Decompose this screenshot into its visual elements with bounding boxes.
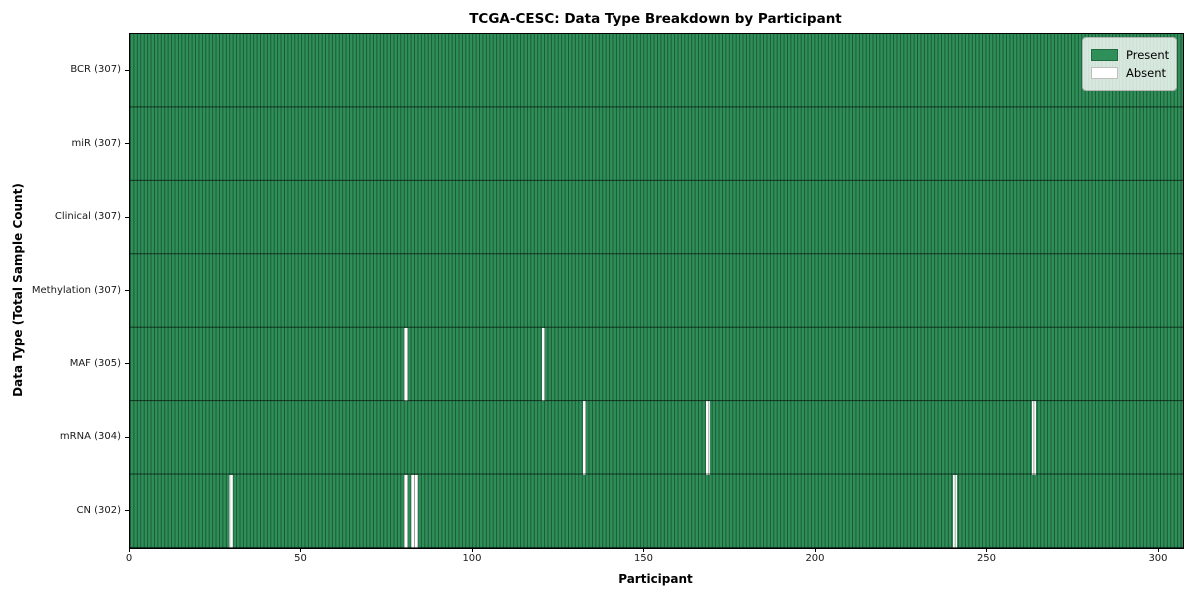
legend-item-absent: Absent [1091, 65, 1168, 81]
legend-label-present: Present [1126, 48, 1170, 62]
y-tick-mark [125, 436, 129, 438]
x-tick-label-200: 200 [805, 553, 825, 564]
x-tick-mark [1157, 548, 1159, 552]
x-tick-label-300: 300 [1148, 553, 1168, 564]
heatmap-row-BCR [130, 34, 1183, 107]
absent-swatch-icon [1091, 67, 1118, 79]
legend-label-absent: Absent [1126, 66, 1167, 80]
absent-cell-mRNA-132 [582, 401, 587, 475]
x-axis-label: Participant [618, 572, 693, 586]
x-tick-mark [129, 548, 130, 552]
legend: Present Absent [1082, 37, 1177, 91]
heatmap-row-mRNA [130, 401, 1183, 475]
y-tick-label-Methylation: Methylation (307) [31, 284, 121, 296]
absent-cell-MAF-80 [404, 327, 408, 402]
chart-title: TCGA-CESC: Data Type Breakdown by Partic… [469, 11, 842, 27]
y-tick-mark [125, 510, 129, 512]
absent-cell-CN-240 [953, 474, 957, 548]
y-tick-label-miR: miR (307) [71, 137, 121, 149]
x-tick-mark [814, 548, 816, 552]
y-tick-label-mRNA: mRNA (304) [59, 431, 121, 443]
absent-cell-mRNA-168 [706, 401, 710, 475]
heatmap-row-Methylation [130, 254, 1183, 327]
heatmap-row-CN [130, 474, 1183, 548]
x-tick-label-50: 50 [294, 553, 307, 564]
plot-area: Present Absent [129, 33, 1184, 549]
absent-cell-MAF-120 [541, 327, 546, 402]
present-swatch-icon [1091, 49, 1118, 61]
x-tick-label-250: 250 [976, 553, 997, 564]
heatmap-row-miR [130, 107, 1183, 180]
x-tick-mark [986, 548, 988, 552]
y-tick-mark [125, 69, 129, 71]
y-tick-mark [125, 290, 129, 291]
x-tick-mark [300, 548, 302, 552]
absent-cell-mRNA-263 [1032, 401, 1036, 475]
absent-cell-CN-29 [229, 474, 233, 548]
y-tick-label-MAF: MAF (305) [69, 357, 121, 369]
y-tick-label-BCR: BCR (307) [70, 64, 121, 76]
heatmap-row-MAF [130, 327, 1183, 402]
y-tick-label-CN: CN (302) [76, 504, 121, 516]
y-tick-mark [125, 216, 129, 218]
x-tick-label-150: 150 [633, 553, 654, 564]
absent-cell-CN-80 [404, 474, 408, 548]
heatmap-row-Clinical [130, 181, 1183, 254]
heatmap [130, 34, 1183, 548]
y-tick-mark [125, 363, 129, 365]
legend-item-present: Present [1091, 47, 1170, 63]
x-tick-label-100: 100 [462, 553, 482, 564]
x-tick-label-0: 0 [125, 553, 133, 564]
x-tick-mark [643, 548, 645, 552]
x-tick-mark [471, 548, 473, 552]
y-tick-mark [125, 143, 129, 145]
absent-cell-CN-83 [414, 474, 419, 548]
y-tick-label-Clinical: Clinical (307) [54, 211, 121, 223]
